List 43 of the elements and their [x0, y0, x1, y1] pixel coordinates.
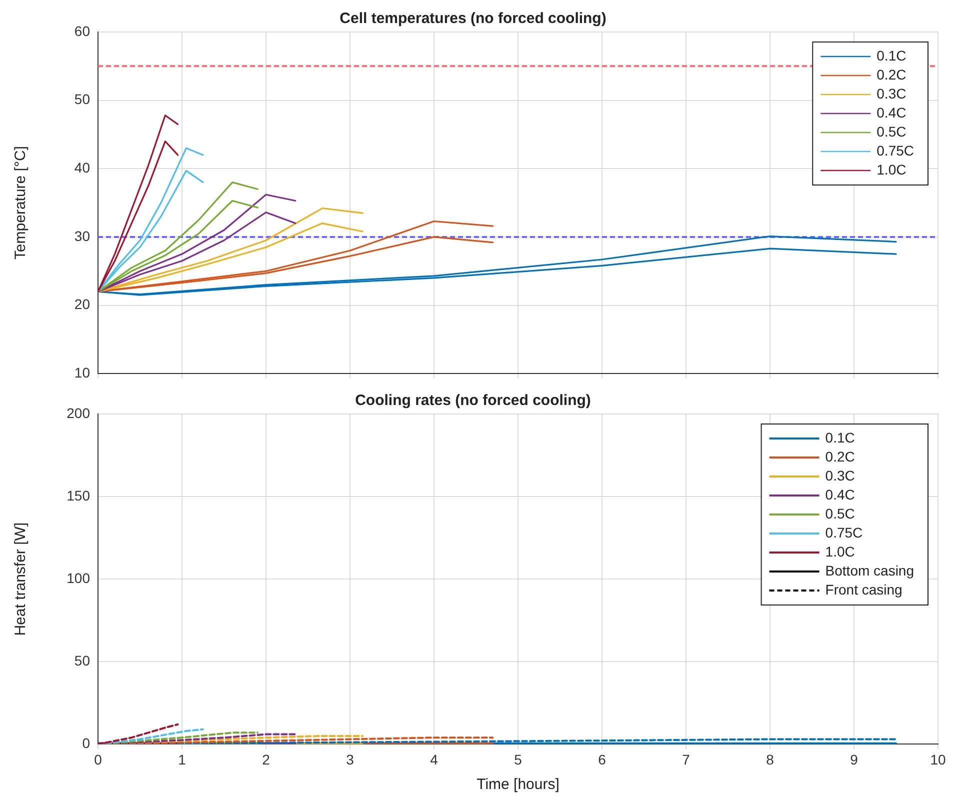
y-tick-label: 50	[74, 91, 90, 108]
x-tick-label: 1	[178, 751, 186, 768]
y-tick-label: 20	[74, 296, 90, 312]
legend-label: 0.1C	[825, 429, 855, 446]
x-tick-label: 8	[766, 751, 774, 768]
legend-label: 1.0C	[876, 161, 906, 178]
chart-title: Cooling rates (no forced cooling)	[355, 392, 591, 410]
x-axis-title: Time [hours]	[476, 776, 560, 794]
legend-label: 0.3C	[825, 467, 855, 484]
y-tick-label: 40	[74, 160, 90, 176]
y-tick-label: 200	[66, 404, 90, 421]
x-tick-label: 7	[682, 751, 690, 768]
legend-label: 0.4C	[825, 486, 855, 502]
legend-label: 0.1C	[876, 47, 906, 64]
x-tick-label: 4	[430, 751, 438, 768]
x-tick-label: 5	[514, 751, 522, 768]
legend-label: 0.2C	[876, 66, 906, 82]
y-tick-label: 10	[74, 364, 90, 380]
y-tick-label: 150	[66, 487, 90, 504]
legend-label: Bottom casing	[825, 562, 914, 578]
chart-title: Cell temperatures (no forced cooling)	[340, 10, 606, 28]
y-tick-label: 30	[74, 228, 90, 244]
legend-label: 0.2C	[825, 448, 855, 464]
legend-label: 1.0C	[825, 543, 855, 560]
legend-label: 0.5C	[876, 123, 906, 140]
x-tick-label: 2	[262, 751, 270, 768]
y-tick-label: 60	[74, 22, 90, 39]
y-axis-title: Temperature [°C]	[12, 146, 30, 260]
x-tick-label: 6	[598, 751, 606, 768]
y-axis-title: Heat transfer [W]	[12, 522, 30, 636]
legend-label: Front casing	[825, 581, 902, 598]
y-tick-label: 100	[66, 570, 90, 586]
legend-label: 0.5C	[825, 505, 855, 522]
x-tick-label: 9	[850, 751, 858, 768]
legend-label: 0.75C	[825, 524, 863, 540]
y-tick-label: 50	[74, 652, 90, 669]
x-tick-label: 0	[94, 751, 102, 768]
legend-label: 0.75C	[876, 142, 914, 158]
legend-label: 0.3C	[876, 85, 906, 102]
legend-label: 0.4C	[876, 104, 906, 120]
x-tick-label: 10	[930, 751, 946, 768]
x-tick-label: 3	[346, 751, 354, 768]
y-tick-label: 0	[82, 735, 90, 752]
